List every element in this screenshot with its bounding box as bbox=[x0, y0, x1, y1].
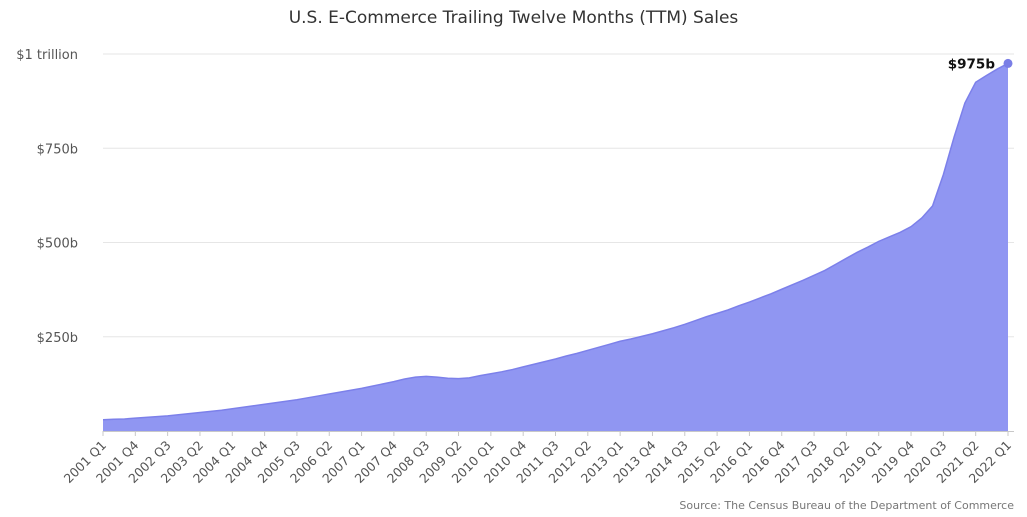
last-value-label: $975b bbox=[948, 56, 996, 72]
chart-title: U.S. E-Commerce Trailing Twelve Months (… bbox=[288, 8, 739, 28]
y-tick-label: $1 trillion bbox=[16, 48, 78, 63]
last-point-marker bbox=[1003, 58, 1013, 68]
y-tick-label: $750b bbox=[37, 142, 78, 157]
series-area bbox=[103, 63, 1008, 432]
source-note: Source: The Census Bureau of the Departm… bbox=[679, 499, 1014, 512]
y-tick-label: $250b bbox=[37, 331, 78, 346]
series-line bbox=[102, 62, 1009, 421]
y-tick-label: $500b bbox=[37, 237, 78, 252]
